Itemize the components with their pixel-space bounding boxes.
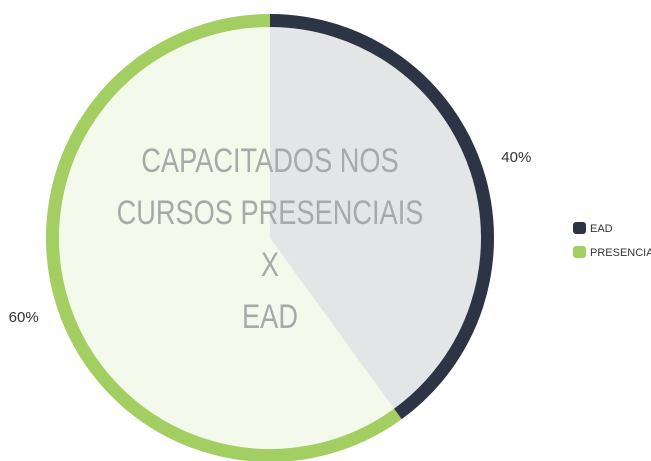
chart-title: CURSOS PRESENCIAIS <box>117 194 424 232</box>
legend-swatch <box>573 246 586 258</box>
slice-ring <box>46 14 402 461</box>
legend-label: PRESENCIAIS <box>590 247 651 259</box>
chart-title: CAPACITADOS NOS <box>141 142 398 180</box>
value-label: 60% <box>9 309 39 326</box>
chart-title: X <box>261 246 279 284</box>
legend-swatch <box>573 222 586 234</box>
pie-slice <box>270 14 495 420</box>
legend-label: EAD <box>590 223 613 235</box>
pie-slice <box>46 14 402 461</box>
slice-ring <box>269 14 494 420</box>
value-label: 40% <box>501 149 531 166</box>
chart-title: EAD <box>242 298 298 336</box>
